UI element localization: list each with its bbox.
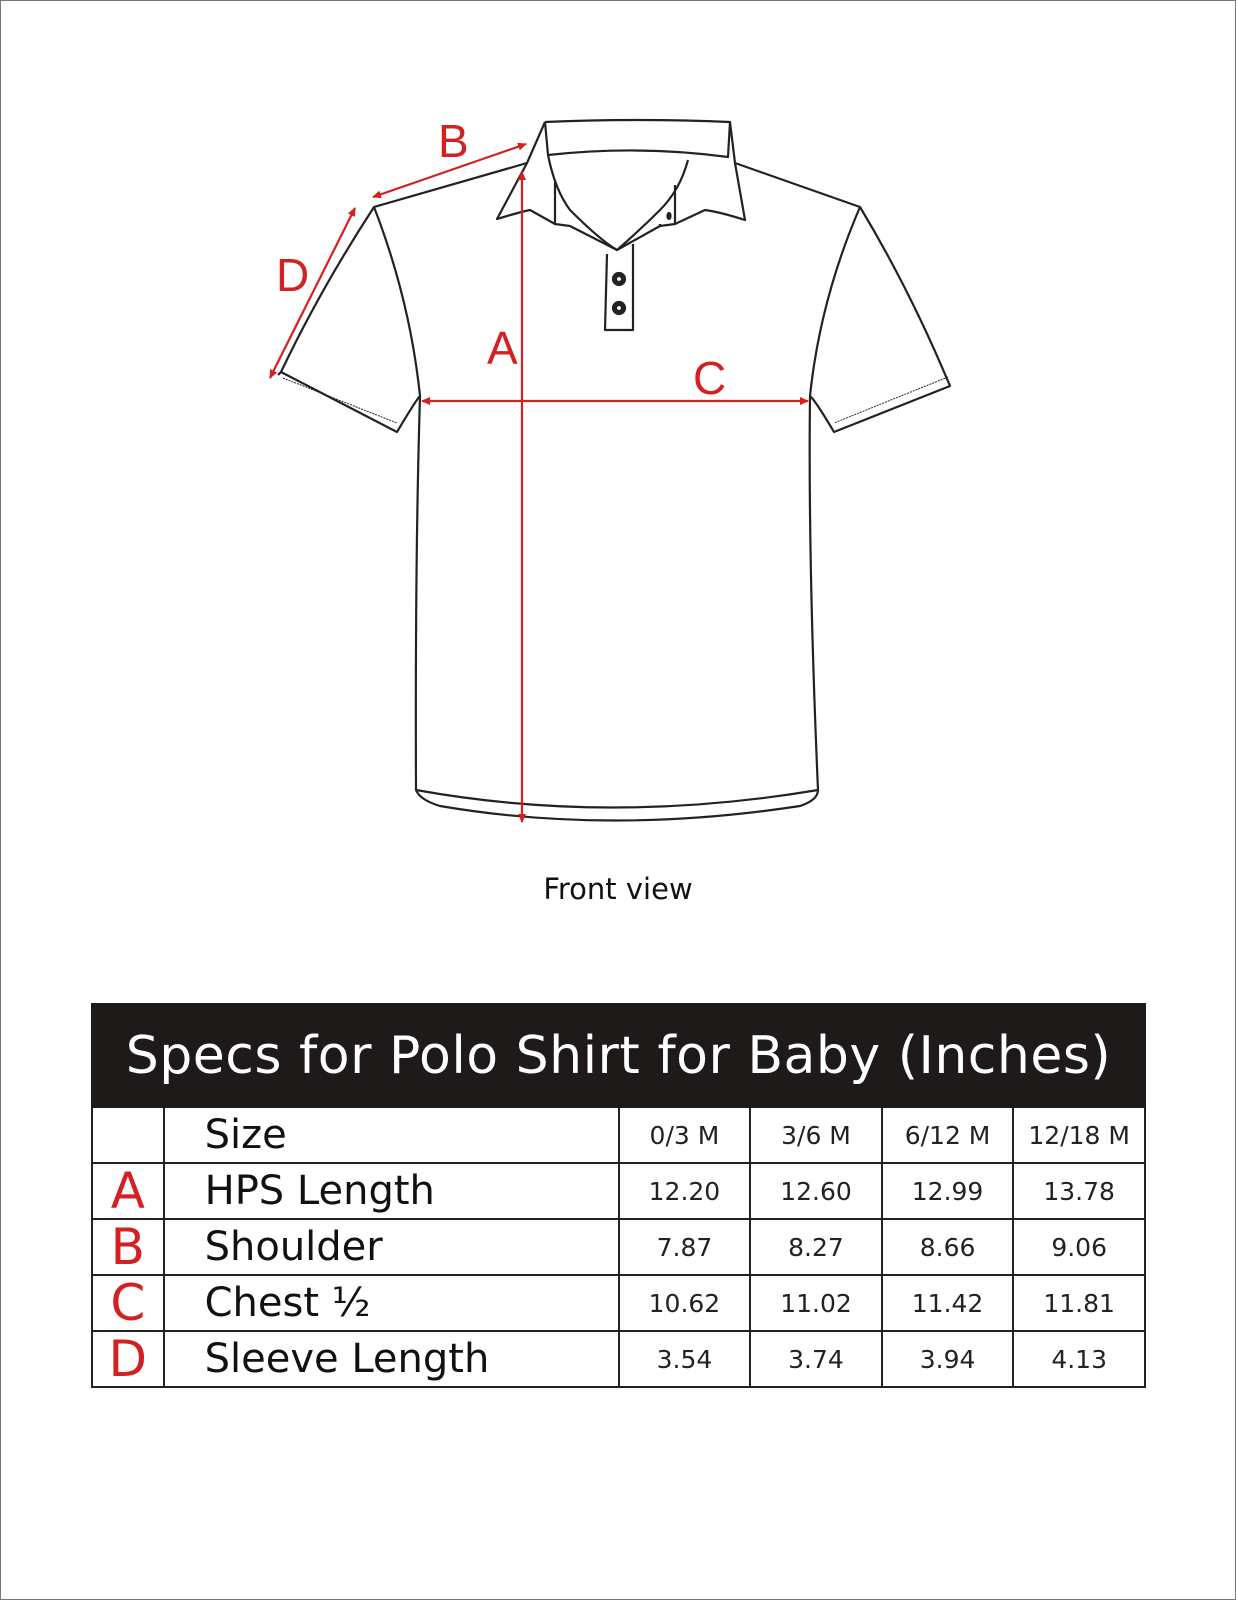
row-label: Sleeve Length xyxy=(162,1330,620,1388)
row-value: 12.99 xyxy=(880,1162,1015,1220)
size-header: 0/3 M xyxy=(617,1106,752,1164)
row-value: 11.81 xyxy=(1012,1274,1146,1332)
measure-label-b: B xyxy=(438,115,469,167)
row-value: 12.60 xyxy=(749,1162,883,1220)
table-row: D Sleeve Length 3.54 3.74 3.94 4.13 xyxy=(91,1330,1146,1388)
row-value: 11.42 xyxy=(880,1274,1015,1332)
measure-line-b xyxy=(372,142,527,199)
size-header: 3/6 M xyxy=(749,1106,883,1164)
row-letter: B xyxy=(91,1218,165,1276)
row-value: 10.62 xyxy=(617,1274,752,1332)
measure-label-a: A xyxy=(487,322,518,374)
row-value: 3.54 xyxy=(617,1330,752,1388)
table-title: Specs for Polo Shirt for Baby (Inches) xyxy=(91,1003,1146,1108)
size-header: 12/18 M xyxy=(1012,1106,1146,1164)
header-label: Size xyxy=(162,1106,620,1164)
measure-line-d xyxy=(269,207,356,379)
header-letter-cell xyxy=(91,1106,165,1164)
row-value: 7.87 xyxy=(617,1218,752,1276)
row-label: Chest ½ xyxy=(162,1274,620,1332)
row-value: 12.20 xyxy=(617,1162,752,1220)
diagram-caption: Front view xyxy=(543,872,693,906)
shirt-outline xyxy=(277,118,952,822)
row-label: HPS Length xyxy=(162,1162,620,1220)
size-header: 6/12 M xyxy=(880,1106,1015,1164)
row-value: 11.02 xyxy=(749,1274,883,1332)
row-value: 8.27 xyxy=(749,1218,883,1276)
row-value: 8.66 xyxy=(880,1218,1015,1276)
row-value: 13.78 xyxy=(1012,1162,1146,1220)
measurement-lines xyxy=(269,142,809,823)
row-letter: A xyxy=(91,1162,165,1220)
spec-table: Specs for Polo Shirt for Baby (Inches) S… xyxy=(91,1003,1146,1388)
row-letter: C xyxy=(91,1274,165,1332)
row-value: 4.13 xyxy=(1012,1330,1146,1388)
row-value: 3.74 xyxy=(749,1330,883,1388)
measure-label-c: C xyxy=(693,352,726,404)
table-header-row: Size 0/3 M 3/6 M 6/12 M 12/18 M xyxy=(91,1106,1146,1164)
row-value: 3.94 xyxy=(880,1330,1015,1388)
row-value: 9.06 xyxy=(1012,1218,1146,1276)
table-row: A HPS Length 12.20 12.60 12.99 13.78 xyxy=(91,1162,1146,1220)
row-letter: D xyxy=(91,1330,165,1388)
row-label: Shoulder xyxy=(162,1218,620,1276)
measure-label-d: D xyxy=(276,249,309,301)
table-row: C Chest ½ 10.62 11.02 11.42 11.81 xyxy=(91,1274,1146,1332)
polo-shirt-diagram: B D A C xyxy=(269,115,952,823)
table-row: B Shoulder 7.87 8.27 8.66 9.06 xyxy=(91,1218,1146,1276)
